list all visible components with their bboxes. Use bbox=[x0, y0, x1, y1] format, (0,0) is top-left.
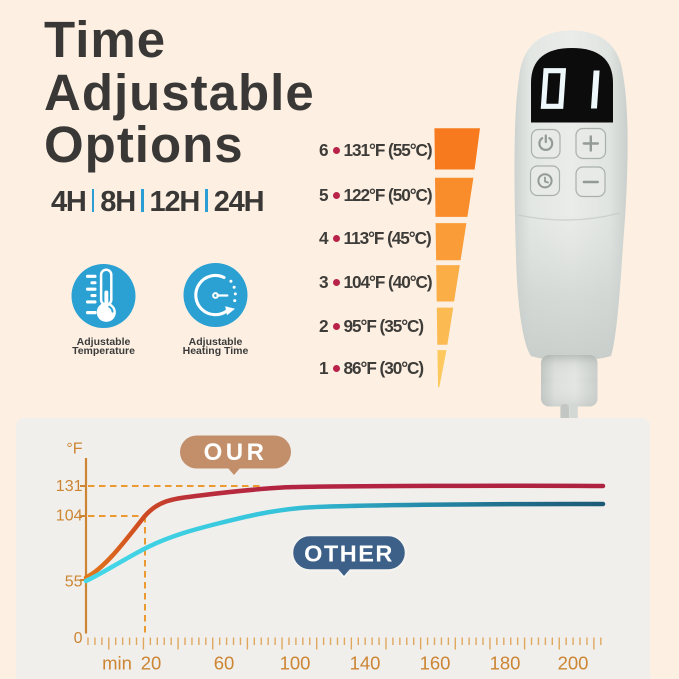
svg-text:140: 140 bbox=[350, 653, 381, 674]
svg-text:0: 0 bbox=[74, 630, 83, 647]
svg-text:131: 131 bbox=[56, 478, 83, 495]
svg-text:104: 104 bbox=[56, 508, 83, 525]
svg-text:160: 160 bbox=[420, 653, 451, 674]
svg-text:OTHER: OTHER bbox=[304, 541, 394, 567]
svg-text:°F: °F bbox=[66, 441, 82, 458]
svg-text:60: 60 bbox=[214, 653, 235, 674]
svg-text:100: 100 bbox=[280, 653, 311, 674]
svg-text:55: 55 bbox=[65, 574, 83, 591]
svg-text:min: min bbox=[102, 653, 132, 674]
svg-text:OUR: OUR bbox=[204, 439, 268, 466]
svg-text:200: 200 bbox=[558, 653, 589, 674]
svg-text:20: 20 bbox=[141, 653, 162, 674]
svg-text:180: 180 bbox=[490, 653, 521, 674]
